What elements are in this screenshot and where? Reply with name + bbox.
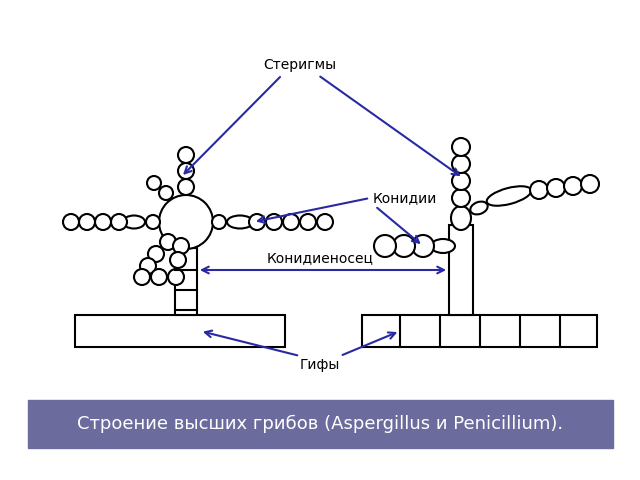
Bar (449, 225, 473, 315)
Circle shape (452, 155, 470, 173)
Circle shape (530, 181, 548, 199)
Circle shape (547, 179, 565, 197)
Ellipse shape (470, 202, 488, 215)
Ellipse shape (431, 239, 455, 253)
Circle shape (134, 269, 150, 285)
Text: Гифы: Гифы (300, 358, 340, 372)
Circle shape (79, 214, 95, 230)
Circle shape (146, 215, 160, 229)
Circle shape (581, 175, 599, 193)
Circle shape (266, 214, 282, 230)
Circle shape (393, 235, 415, 257)
Circle shape (283, 214, 299, 230)
Text: Конидиеносец: Конидиеносец (267, 251, 373, 265)
Circle shape (452, 189, 470, 207)
Circle shape (147, 176, 161, 190)
Circle shape (151, 269, 167, 285)
Circle shape (412, 235, 434, 257)
Circle shape (95, 214, 111, 230)
Ellipse shape (451, 206, 471, 230)
Circle shape (178, 147, 194, 163)
Circle shape (159, 186, 173, 200)
Bar (75, 315, 285, 347)
Circle shape (173, 238, 189, 254)
Circle shape (374, 235, 396, 257)
FancyBboxPatch shape (28, 400, 613, 448)
Circle shape (178, 163, 194, 179)
Circle shape (300, 214, 316, 230)
Circle shape (148, 246, 164, 262)
Circle shape (452, 138, 470, 156)
Circle shape (452, 172, 470, 190)
Ellipse shape (227, 216, 253, 228)
Text: Конидии: Конидии (373, 191, 437, 205)
Circle shape (170, 252, 186, 268)
Circle shape (160, 234, 176, 250)
Circle shape (249, 214, 265, 230)
Circle shape (212, 215, 226, 229)
Circle shape (159, 195, 213, 249)
Circle shape (178, 179, 194, 195)
Circle shape (111, 214, 127, 230)
Circle shape (317, 214, 333, 230)
Bar (175, 248, 197, 315)
Bar (362, 315, 597, 347)
Circle shape (564, 177, 582, 195)
Ellipse shape (486, 186, 531, 206)
Circle shape (168, 269, 184, 285)
Text: Стеригмы: Стеригмы (264, 58, 337, 72)
Circle shape (140, 258, 156, 274)
Ellipse shape (123, 216, 145, 228)
Circle shape (63, 214, 79, 230)
Text: Строение высших грибов (Aspergillus и Penicillium).: Строение высших грибов (Aspergillus и Pe… (77, 415, 563, 433)
